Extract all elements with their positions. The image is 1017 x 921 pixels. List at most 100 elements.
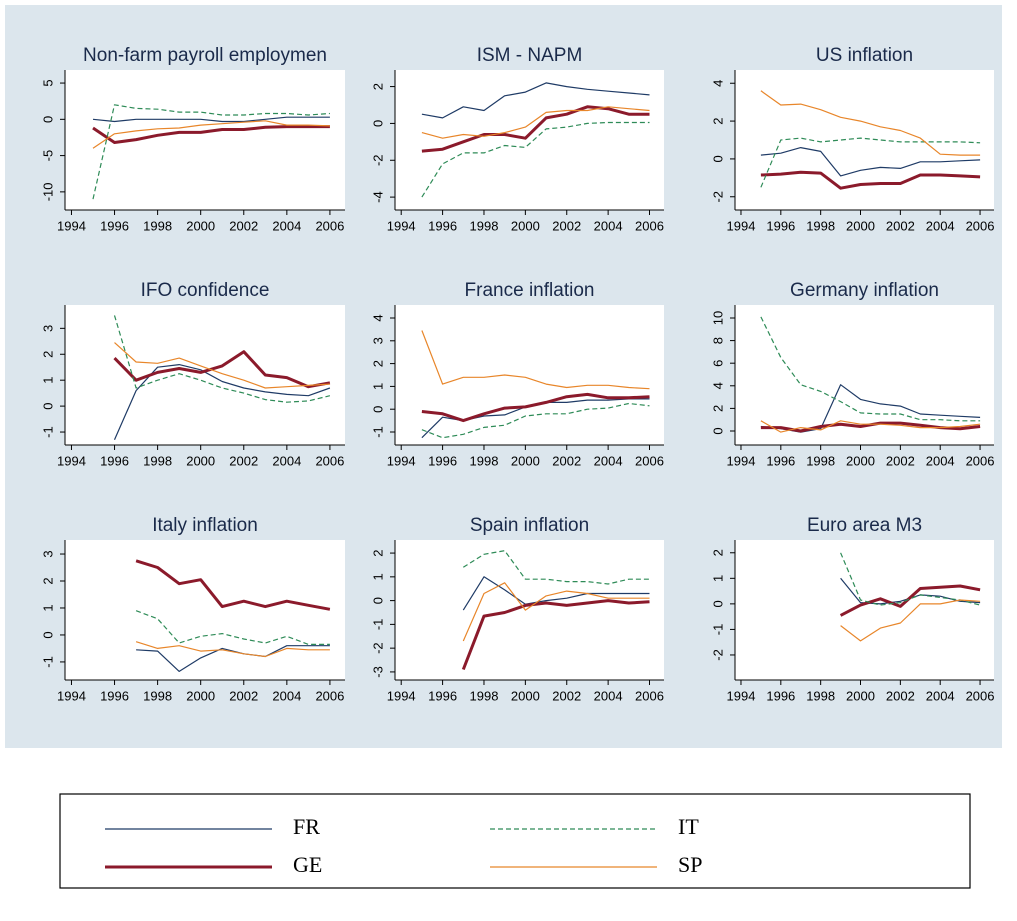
panel-title: IFO confidence	[141, 280, 270, 301]
x-tick-label: 2002	[229, 688, 258, 703]
series-line	[421, 105, 650, 153]
series-line	[839, 584, 981, 617]
y-tick-label: -2	[370, 154, 385, 166]
y-tick-label: 1	[40, 604, 55, 611]
series-line	[113, 315, 331, 403]
y-tick-label: 0	[40, 631, 55, 638]
x-tick-label: 2004	[926, 688, 955, 703]
plot-area	[65, 305, 345, 445]
x-tick-label: 2004	[926, 218, 955, 233]
y-tick-label: 5	[40, 79, 55, 86]
legend-label: GE	[293, 852, 322, 877]
y-tick-label: 0	[370, 120, 385, 127]
x-tick-label: 1994	[57, 218, 86, 233]
y-tick-label: 3	[370, 337, 385, 344]
series-line	[421, 82, 650, 119]
x-tick-label: 1998	[143, 453, 172, 468]
x-tick-label: 2002	[886, 218, 915, 233]
series-line	[760, 316, 981, 422]
y-tick-label: 6	[710, 360, 725, 367]
x-tick-label: 2004	[594, 453, 623, 468]
legend-label: SP	[678, 852, 702, 877]
series-line	[135, 559, 331, 611]
plot-area	[735, 70, 994, 210]
series-line	[421, 330, 650, 390]
x-tick-label: 1998	[143, 688, 172, 703]
x-tick-label: 2006	[315, 688, 344, 703]
series-line	[92, 125, 330, 144]
x-tick-label: 1994	[57, 688, 86, 703]
series-line	[760, 420, 981, 433]
x-tick-label: 1998	[470, 218, 499, 233]
x-tick-label: 1996	[100, 453, 129, 468]
panel-title: Germany inflation	[790, 280, 939, 301]
series-line	[114, 342, 330, 389]
y-tick-label: 0	[40, 116, 55, 123]
x-tick-label: 2000	[186, 688, 215, 703]
y-tick-label: -1	[370, 619, 385, 631]
y-tick-label: -1	[710, 624, 725, 636]
plot-area	[65, 540, 345, 680]
series-line	[421, 121, 650, 198]
x-tick-label: 2002	[229, 453, 258, 468]
x-tick-label: 1994	[387, 453, 416, 468]
x-tick-label: 2002	[552, 688, 581, 703]
x-tick-label: 2000	[511, 218, 540, 233]
panel-title: Spain inflation	[470, 515, 589, 536]
x-tick-label: 2000	[511, 688, 540, 703]
x-tick-label: 1996	[766, 218, 795, 233]
series-line	[92, 104, 330, 200]
panel-title: Non-farm payroll employmen	[83, 45, 327, 66]
x-tick-label: 1998	[806, 453, 835, 468]
x-tick-label: 2000	[846, 688, 875, 703]
x-tick-label: 2006	[635, 688, 664, 703]
x-tick-label: 2004	[594, 688, 623, 703]
y-tick-label: -3	[370, 666, 385, 678]
legend-label: IT	[678, 814, 699, 839]
x-tick-label: 1994	[727, 453, 756, 468]
x-tick-label: 1994	[727, 218, 756, 233]
series-line	[135, 610, 330, 645]
x-tick-label: 2004	[272, 218, 301, 233]
y-tick-label: -2	[710, 649, 725, 661]
series-line	[135, 641, 330, 658]
x-tick-label: 1994	[387, 218, 416, 233]
x-tick-label: 2006	[635, 218, 664, 233]
x-tick-label: 1998	[806, 688, 835, 703]
series-line	[421, 106, 650, 139]
x-tick-label: 2002	[886, 453, 915, 468]
x-tick-label: 2000	[511, 453, 540, 468]
y-tick-label: 1	[370, 573, 385, 580]
panel-title: US inflation	[816, 45, 913, 66]
x-tick-label: 1994	[57, 453, 86, 468]
y-tick-label: 2	[370, 549, 385, 556]
y-tick-label: 3	[40, 325, 55, 332]
x-tick-label: 2002	[229, 218, 258, 233]
y-tick-label: -5	[40, 150, 55, 162]
y-tick-label: 2	[370, 83, 385, 90]
series-line	[760, 147, 981, 177]
x-tick-label: 2004	[926, 453, 955, 468]
y-tick-label: 2	[370, 360, 385, 367]
y-tick-label: 1	[40, 377, 55, 384]
legend-box	[59, 793, 971, 889]
y-tick-label: 10	[710, 311, 725, 325]
x-tick-label: 1998	[470, 688, 499, 703]
x-tick-label: 1996	[100, 218, 129, 233]
x-tick-label: 2002	[552, 453, 581, 468]
series-line	[421, 392, 650, 423]
x-tick-label: 2006	[966, 453, 995, 468]
y-tick-label: 4	[710, 80, 725, 87]
series-line	[462, 582, 650, 642]
x-tick-label: 1996	[428, 218, 457, 233]
panel-title: Euro area M3	[807, 515, 922, 536]
y-tick-label: -1	[40, 656, 55, 668]
y-tick-label: 2	[710, 405, 725, 412]
x-tick-label: 2002	[552, 218, 581, 233]
panel-title: Italy inflation	[152, 515, 258, 536]
y-tick-label: 2	[710, 549, 725, 556]
y-tick-label: 0	[40, 402, 55, 409]
y-tick-label: -2	[370, 642, 385, 654]
x-tick-label: 2004	[272, 453, 301, 468]
